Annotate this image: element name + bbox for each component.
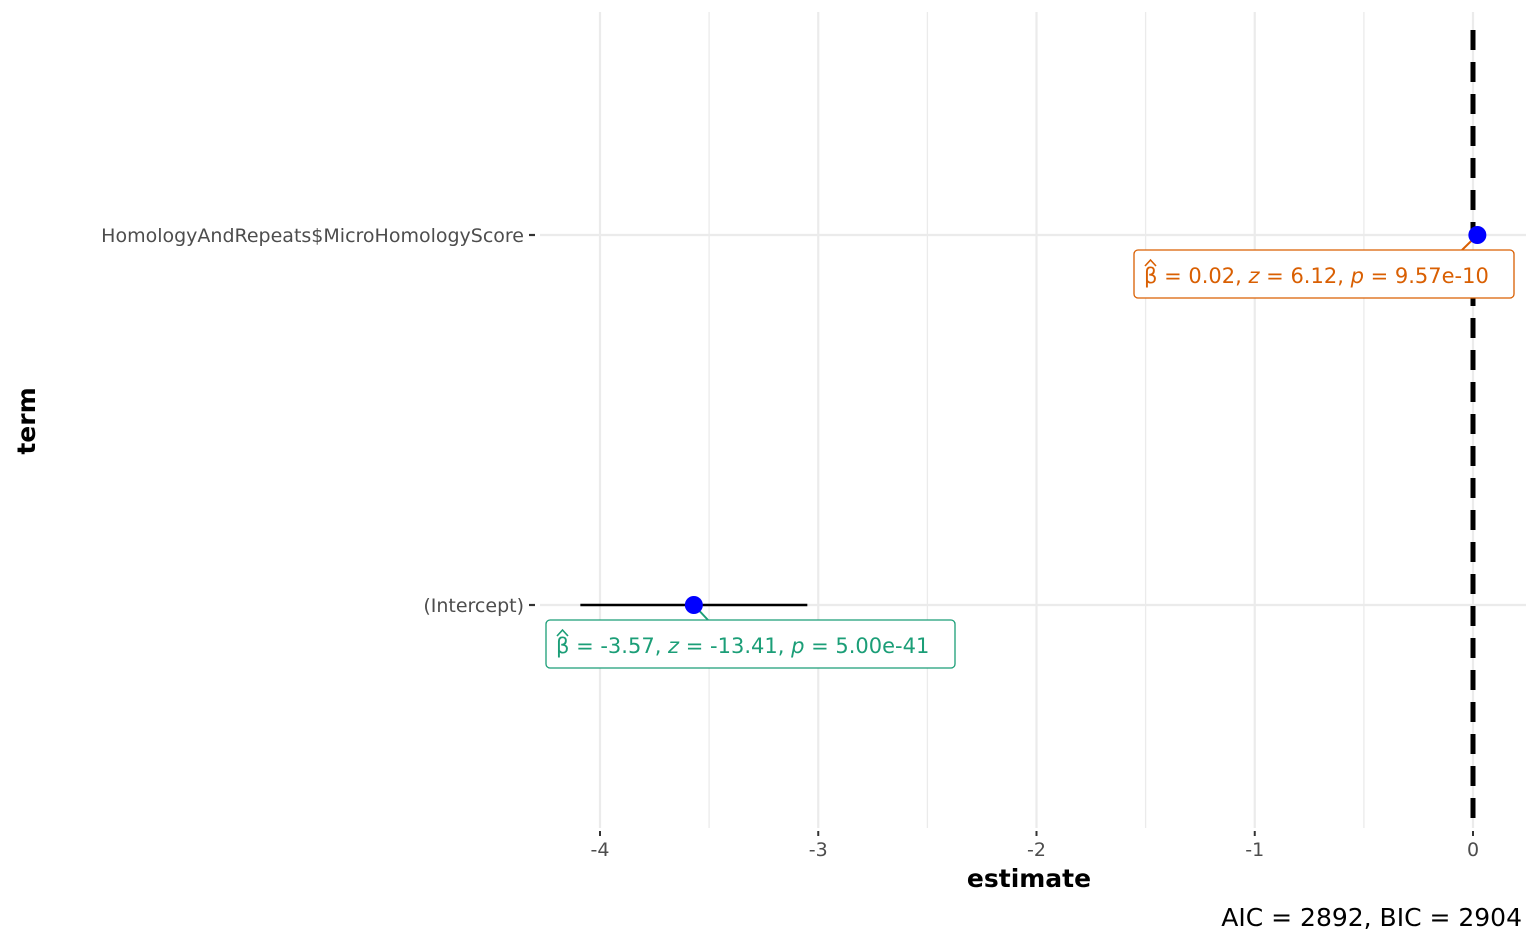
beta-hat-symbol: β	[556, 634, 569, 658]
label-text-part: = 0.02,	[1157, 264, 1248, 288]
x-tick-label: -1	[1245, 839, 1264, 861]
coefficient-mark-group	[580, 596, 808, 621]
label-text-part: = -3.57,	[569, 634, 668, 658]
label-layer: β = 0.02, z = 6.12, p = 9.57e-10β = -3.5…	[545, 249, 1515, 669]
y-tick-label: (Intercept)	[423, 595, 524, 617]
estimate-point	[1468, 226, 1487, 244]
x-tick-label: -2	[1027, 839, 1046, 861]
beta-hat-symbol: β	[1144, 264, 1157, 288]
x-tick-label: 0	[1467, 839, 1479, 861]
z-symbol: z	[667, 634, 680, 658]
label-text: β = -3.57, z = -13.41, p = 5.00e-41	[556, 634, 929, 658]
beta-hat-accent	[556, 628, 569, 637]
p-symbol: p	[790, 634, 804, 658]
y-tick-label: HomologyAndRepeats$MicroHomologyScore	[101, 225, 524, 247]
p-symbol: p	[1350, 264, 1364, 288]
label-text-part: = 6.12,	[1260, 264, 1351, 288]
beta-hat-accent	[1144, 258, 1157, 267]
label-text-part: = 9.57e-10	[1364, 264, 1489, 288]
coefficient-label: β = 0.02, z = 6.12, p = 9.57e-10	[1133, 249, 1515, 299]
label-text: β = 0.02, z = 6.12, p = 9.57e-10	[1144, 264, 1489, 288]
x-axis-title: estimate	[967, 864, 1091, 893]
axis-layer: -4 -3 -2 -1 0 (Intercept) HomologyAndRepeats$M…	[101, 225, 1479, 861]
label-box	[1133, 249, 1515, 299]
coefficient-label: β = -3.57, z = -13.41, p = 5.00e-41	[545, 619, 956, 669]
grid-layer	[540, 12, 1526, 828]
z-symbol: z	[1247, 264, 1260, 288]
mark-layer	[580, 226, 1487, 621]
y-axis-title: term	[12, 387, 41, 454]
coefficient-mark-group	[1461, 226, 1487, 251]
model-fit-caption: AIC = 2892, BIC = 2904	[1221, 903, 1522, 932]
estimate-point	[684, 596, 703, 614]
label-text-part: = -13.41,	[679, 634, 791, 658]
label-box	[545, 619, 956, 669]
label-text-part: = 5.00e-41	[804, 634, 929, 658]
x-tick-label: -3	[809, 839, 828, 861]
x-tick-label: -4	[591, 839, 610, 861]
